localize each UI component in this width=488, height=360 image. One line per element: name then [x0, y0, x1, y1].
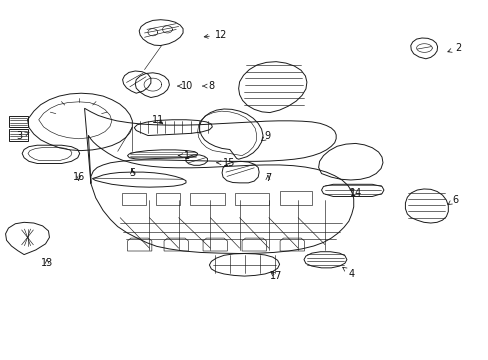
Text: 12: 12: [204, 30, 227, 40]
Text: 1: 1: [178, 150, 190, 161]
Text: 4: 4: [342, 267, 354, 279]
Text: 2: 2: [447, 43, 460, 53]
Text: 17: 17: [269, 271, 282, 281]
Text: 9: 9: [261, 131, 270, 141]
Text: 10: 10: [178, 81, 193, 91]
Text: 15: 15: [217, 158, 235, 168]
Text: 8: 8: [203, 81, 214, 91]
Text: 7: 7: [264, 173, 270, 183]
Text: 5: 5: [129, 168, 135, 178]
Text: 14: 14: [349, 188, 361, 198]
Text: 16: 16: [72, 172, 84, 182]
Text: 6: 6: [447, 195, 457, 205]
Text: 11: 11: [151, 115, 163, 125]
Text: 3: 3: [16, 131, 29, 141]
Text: 13: 13: [41, 258, 53, 268]
